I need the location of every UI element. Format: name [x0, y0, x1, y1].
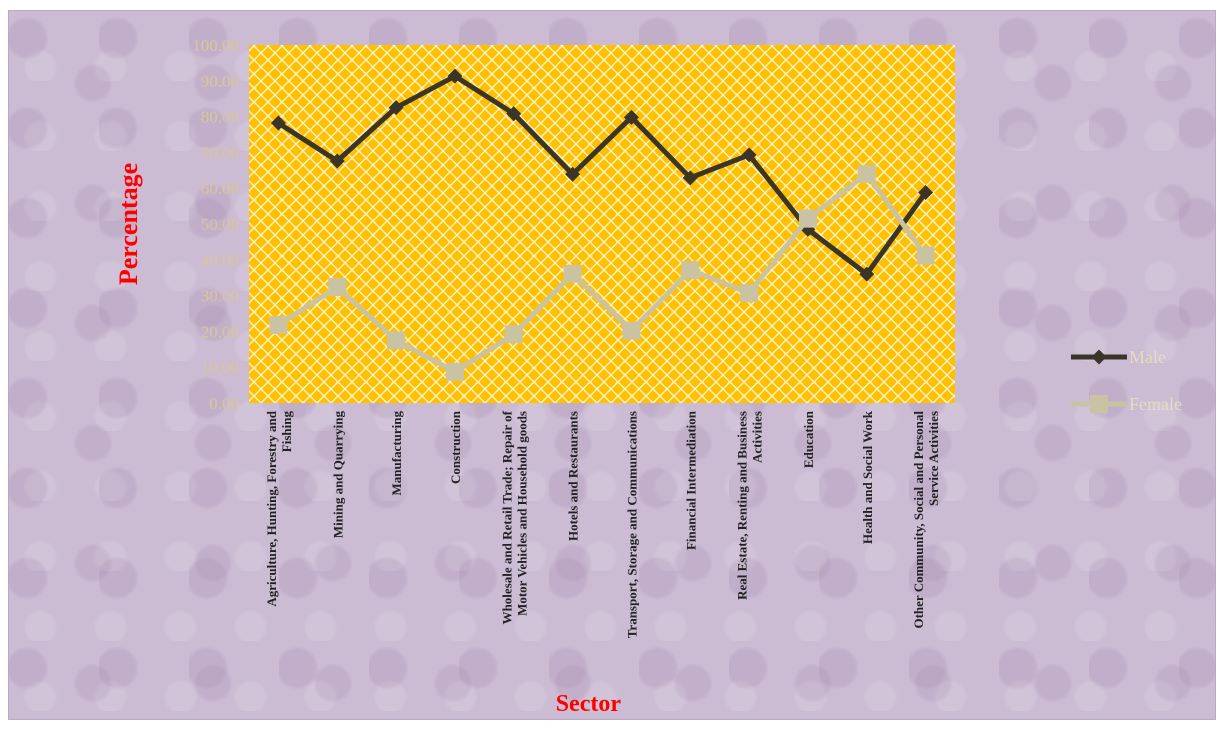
male-point [270, 115, 286, 131]
y-tick-label: 40.00 [201, 251, 239, 270]
legend-marker [1091, 349, 1107, 365]
male-point [623, 109, 639, 125]
male-point [447, 68, 463, 84]
y-tick-label: 20.00 [201, 322, 239, 341]
x-tick-label: Mining and Quarrying [330, 411, 345, 539]
female-point [387, 331, 406, 350]
female-line [277, 171, 928, 375]
x-tick-label: Other Community, Social and PersonalServ… [911, 411, 941, 629]
y-tick-label: 50.00 [201, 215, 239, 234]
line-chart: 0.00 10.00 20.00 30.00 40.00 50.00 60.00 70.00 8… [114, 36, 1182, 717]
series-female [269, 164, 935, 381]
female-point [328, 278, 347, 297]
male-point [682, 170, 698, 186]
plot-area [249, 45, 955, 403]
x-tick-label: Transport, Storage and Communications [624, 411, 639, 638]
male-point [859, 266, 875, 282]
female-point [798, 209, 817, 228]
female-point [563, 264, 582, 283]
female-point [269, 315, 288, 334]
legend-marker [1090, 395, 1108, 413]
legend-item-female: Female [1071, 394, 1182, 414]
x-tick-label: Education [801, 410, 816, 468]
x-tick-label: Agriculture, Hunting, Forestry andFishin… [264, 410, 294, 606]
male-point [329, 153, 345, 169]
legend-item-male: Male [1071, 347, 1166, 367]
y-tick-label: 10.00 [201, 358, 239, 377]
y-axis-title: Percentage [114, 163, 143, 285]
x-tick-label: Manufacturing [389, 411, 404, 496]
y-tick-label: 100.00 [192, 36, 239, 55]
y-tick-label: 0.00 [209, 394, 239, 413]
x-tick-label: Hotels and Restaurants [566, 411, 581, 541]
female-point [622, 321, 641, 340]
x-tick-label: Construction [448, 410, 463, 484]
x-axis-title: Sector [556, 691, 622, 717]
legend-label: Female [1129, 394, 1182, 414]
y-tick-label: 30.00 [201, 287, 239, 306]
male-point [388, 100, 404, 116]
female-point [916, 246, 935, 265]
y-tick-label: 70.00 [201, 143, 239, 162]
female-point [681, 261, 700, 280]
y-tick-label: 90.00 [201, 72, 239, 91]
y-tick-label: 60.00 [201, 179, 239, 198]
male-point [506, 106, 522, 122]
male-point [741, 147, 757, 163]
male-point [918, 184, 934, 200]
series-male [270, 68, 934, 282]
y-tick-label: 80.00 [201, 108, 239, 127]
x-tick-label: Wholesale and Retail Trade; Repair ofMot… [499, 410, 529, 624]
male-line [277, 73, 928, 277]
female-point [857, 164, 876, 183]
female-point [740, 284, 759, 303]
female-point [504, 325, 523, 344]
legend-label: Male [1129, 347, 1166, 367]
male-point [565, 166, 581, 182]
x-tick-label: Health and Social Work [860, 410, 875, 544]
x-tick-label: Real Estate, Renting and BusinessActivit… [735, 411, 765, 600]
chart-frame: 0.00 10.00 20.00 30.00 40.00 50.00 60.00 70.00 8… [8, 10, 1216, 720]
female-point [445, 362, 464, 381]
x-tick-label: Financial Intermediation [683, 410, 698, 550]
